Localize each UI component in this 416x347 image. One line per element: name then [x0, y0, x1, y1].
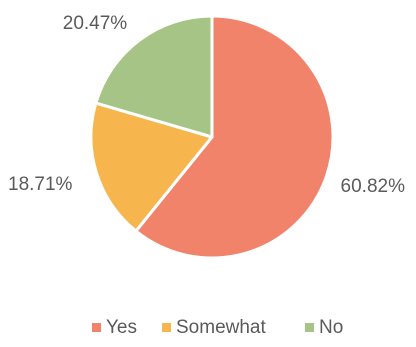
data-label-yes: 60.82%	[341, 176, 406, 197]
legend-swatch-somewhat	[162, 323, 171, 332]
pie-slice-somewhat	[89, 101, 214, 233]
pie-slices	[89, 14, 335, 260]
chart-legend: Yes Somewhat No	[92, 317, 343, 338]
pie-slice-yes	[134, 14, 335, 260]
pie-slice-no	[94, 14, 214, 139]
pie-data-labels: 60.82% 18.71% 20.47%	[8, 13, 405, 197]
data-label-somewhat: 18.71%	[8, 174, 73, 195]
legend-label-yes: Yes	[106, 317, 137, 338]
legend-swatch-no	[305, 323, 314, 332]
legend-label-no: No	[319, 317, 343, 338]
legend-swatch-yes	[92, 323, 101, 332]
data-label-no: 20.47%	[63, 13, 128, 34]
legend-label-somewhat: Somewhat	[176, 317, 266, 338]
